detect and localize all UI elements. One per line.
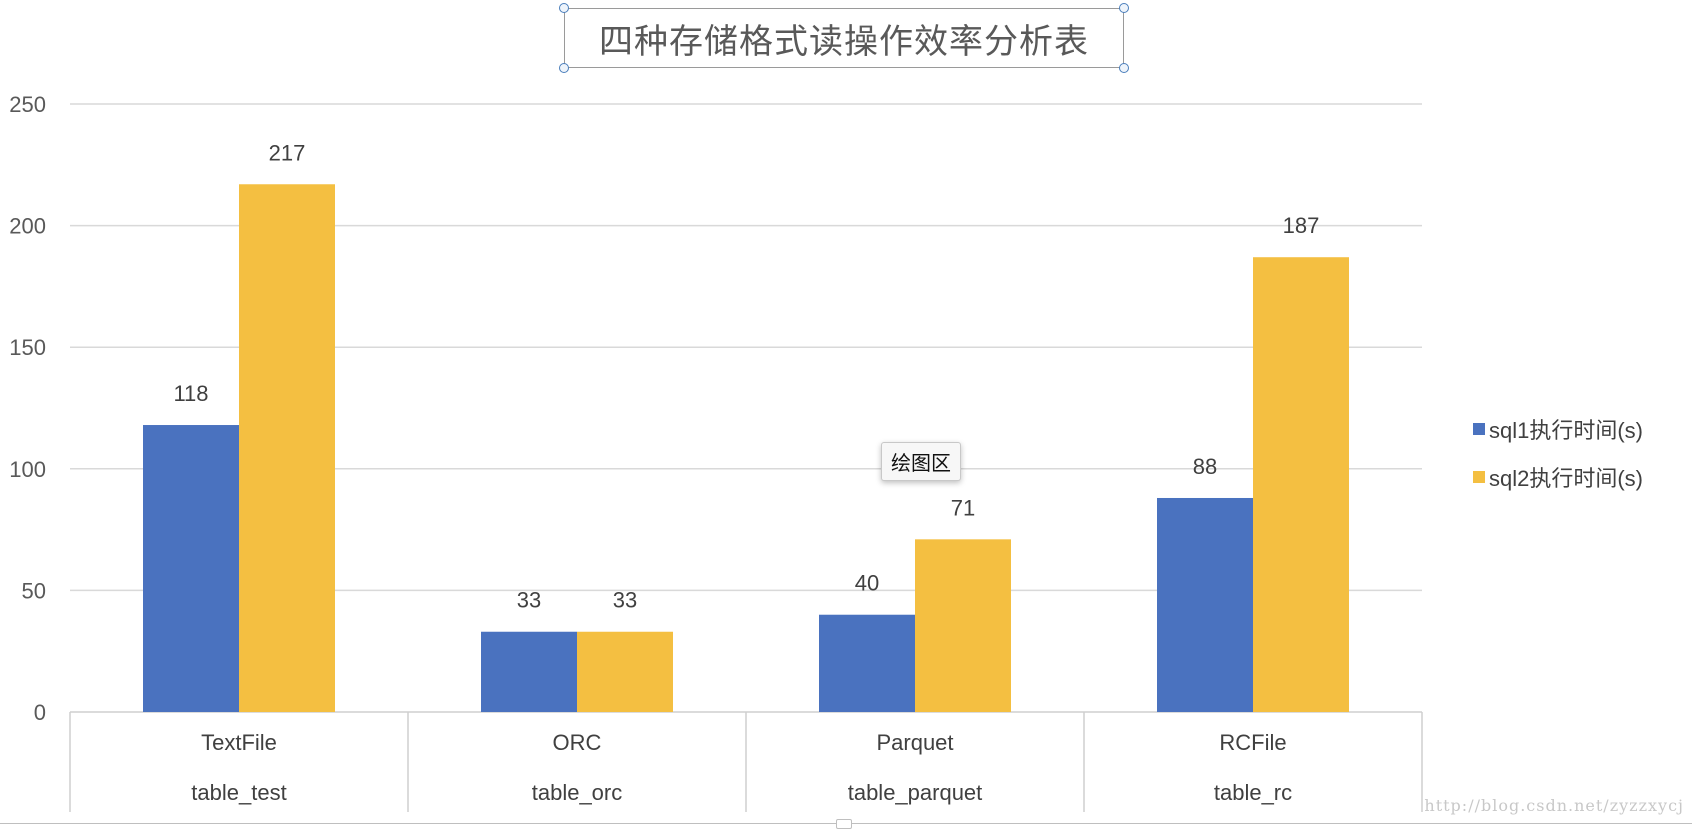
watermark: http://blog.csdn.net/zyzzxycj xyxy=(1424,796,1684,815)
title-resize-handle-top-right[interactable] xyxy=(1119,3,1129,13)
y-tick-label: 150 xyxy=(9,335,46,360)
data-label: 71 xyxy=(951,495,975,520)
data-label: 33 xyxy=(613,588,637,613)
legend-label-sql2: sql2执行时间(s) xyxy=(1489,466,1644,491)
y-tick-label: 250 xyxy=(9,92,46,117)
y-tick-label: 0 xyxy=(34,700,46,725)
title-resize-handle-bottom-left[interactable] xyxy=(559,63,569,73)
x-tick-label: ORC xyxy=(553,730,602,755)
bar-2-rcfile xyxy=(1253,257,1349,712)
title-resize-handle-top-left[interactable] xyxy=(559,3,569,13)
legend-label-sql1: sql1执行时间(s) xyxy=(1489,418,1644,443)
legend-item-sql1[interactable]: sql1执行时间(s) xyxy=(1473,405,1643,453)
bar-1-parquet xyxy=(819,614,915,712)
x-subcategory-label: table_rc xyxy=(1214,780,1292,805)
chart-title[interactable]: 四种存储格式读操作效率分析表 xyxy=(564,8,1124,68)
x-tick-label: Parquet xyxy=(876,730,953,755)
x-tick-label: TextFile xyxy=(201,730,277,755)
x-subcategory-label: table_orc xyxy=(532,780,623,805)
title-resize-handle-bottom-right[interactable] xyxy=(1119,63,1129,73)
y-tick-label: 100 xyxy=(9,457,46,482)
y-tick-label: 200 xyxy=(9,214,46,239)
data-label: 118 xyxy=(173,381,208,406)
bar-2-parquet xyxy=(915,539,1011,712)
bar-1-rcfile xyxy=(1157,497,1253,712)
chart-legend[interactable]: sql1执行时间(s) sql2执行时间(s) xyxy=(1473,405,1643,501)
data-label: 187 xyxy=(1283,213,1320,238)
plot-area-tooltip: 绘图区 xyxy=(881,442,961,481)
data-label: 33 xyxy=(517,588,541,613)
x-subcategory-label: table_parquet xyxy=(848,780,983,805)
bar-2-orc xyxy=(577,631,673,712)
y-tick-label: 50 xyxy=(22,578,46,603)
legend-item-sql2[interactable]: sql2执行时间(s) xyxy=(1473,453,1643,501)
data-label: 217 xyxy=(269,140,306,165)
data-label: 88 xyxy=(1193,454,1217,479)
chart-title-text: 四种存储格式读操作效率分析表 xyxy=(599,21,1089,62)
bar-1-orc xyxy=(481,631,577,712)
data-label: 40 xyxy=(855,571,879,596)
bar-1-textfile xyxy=(143,425,239,712)
x-tick-label: RCFile xyxy=(1219,730,1286,755)
x-subcategory-label: table_test xyxy=(191,780,286,805)
bar-2-textfile xyxy=(239,184,335,713)
legend-swatch-sql2 xyxy=(1473,471,1485,483)
legend-swatch-sql1 xyxy=(1473,423,1485,435)
